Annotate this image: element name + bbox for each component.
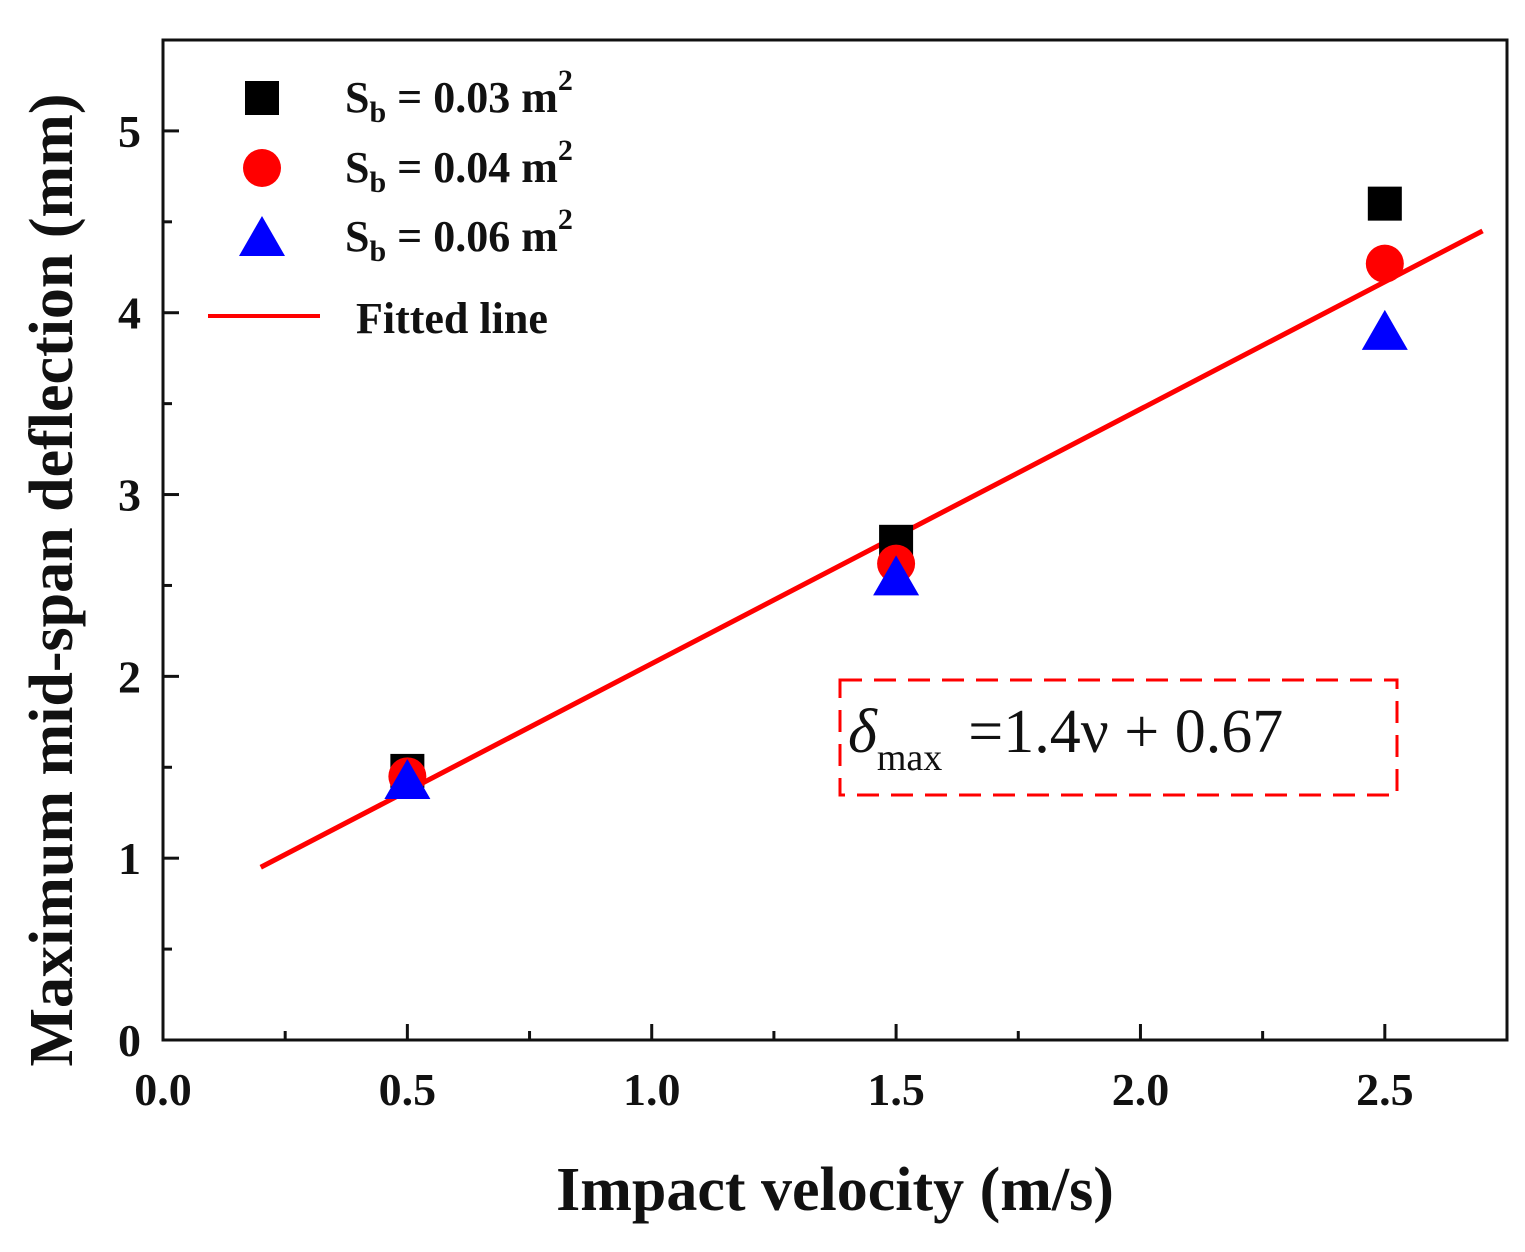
point-series2-3 [1365,244,1404,283]
x-tick-label: 0.5 [379,1064,437,1115]
y-tick-label: 4 [118,288,141,339]
x-tick-label: 2.5 [1356,1064,1414,1115]
y-tick-label: 0 [118,1015,141,1066]
legend-marker-1 [245,81,279,115]
equation-box [838,678,1399,797]
y-axis-title: Maximum mid-span deflection (mm) [18,94,86,1067]
point-series3-2 [873,555,920,596]
x-tick-label: 1.0 [623,1064,681,1115]
legend-label-fit: Fitted line [356,294,548,343]
point-series1-3 [1367,186,1402,221]
fitted-line [259,228,1484,870]
legend-label-1: Sb = 0.03 m2 [345,64,573,129]
y-tick-label: 3 [118,470,141,521]
x-axis-title: Impact velocity (m/s) [556,1156,1114,1224]
point-series3-3 [1361,309,1408,350]
x-tick-label: 1.5 [867,1064,925,1115]
plot-frame [161,38,1509,1042]
equation-text: δmax =1.4ν + 0.67 [848,698,1283,779]
y-tick-label: 1 [118,833,141,884]
x-tick-label: 2.0 [1112,1064,1170,1115]
y-tick-label: 2 [118,651,141,702]
legend-marker-2 [243,149,281,187]
legend-label-2: Sb = 0.04 m2 [345,134,573,199]
y-tick-label: 5 [118,106,141,157]
legend-label-3: Sb = 0.06 m2 [345,203,573,268]
legend-marker-3 [239,216,285,256]
x-tick-label: 0.0 [134,1064,192,1115]
point-series3-1 [384,759,431,799]
